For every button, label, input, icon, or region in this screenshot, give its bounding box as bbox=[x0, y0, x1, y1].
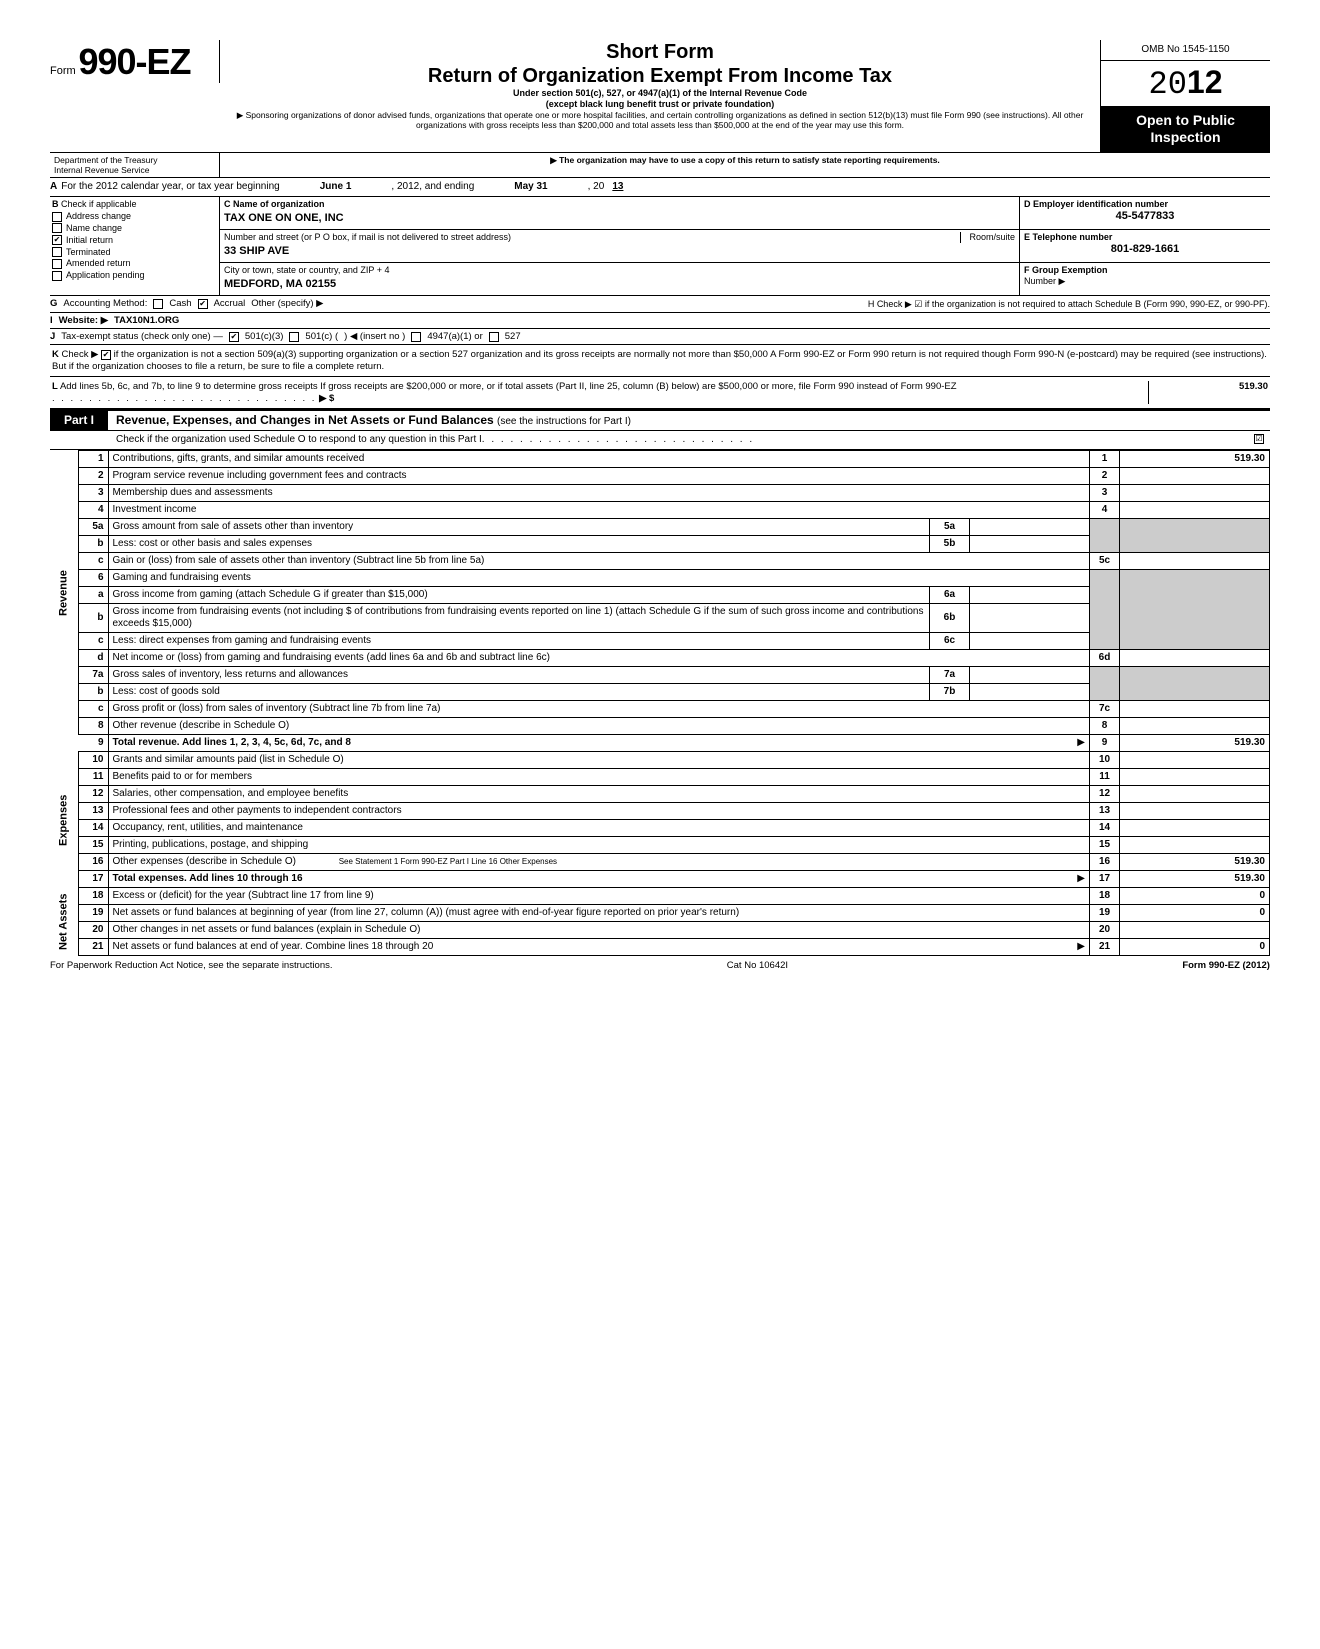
line-16-amt: 519.30 bbox=[1120, 854, 1270, 871]
chk-amended[interactable]: Amended return bbox=[52, 258, 217, 269]
line-1-amt: 519.30 bbox=[1120, 451, 1270, 468]
year-end-yy: 13 bbox=[612, 181, 623, 193]
line-9-total-revenue: 519.30 bbox=[1120, 735, 1270, 752]
chk-terminated[interactable]: Terminated bbox=[52, 247, 217, 258]
website: TAX10N1.ORG bbox=[114, 315, 179, 326]
group-exemption-cell: F Group Exemption Number ▶ bbox=[1020, 263, 1270, 295]
state-reporting-note: ▶ The organization may have to use a cop… bbox=[220, 153, 1270, 177]
phone: 801-829-1661 bbox=[1024, 243, 1266, 256]
form-id-box: Form 990-EZ bbox=[50, 40, 220, 83]
gross-receipts-amount: 519.30 bbox=[1148, 381, 1268, 404]
chk-501c3[interactable]: ✔ bbox=[229, 332, 239, 342]
row-j-tax-exempt: J Tax-exempt status (check only one) — ✔… bbox=[50, 329, 1270, 345]
ein-cell: D Employer identification number 45-5477… bbox=[1020, 197, 1270, 229]
sponsor-text: ▶ Sponsoring organizations of donor advi… bbox=[236, 110, 1084, 130]
row-l-gross-receipts: L Add lines 5b, 6c, and 7b, to line 9 to… bbox=[50, 377, 1270, 409]
dept-treasury: Department of the Treasury Internal Reve… bbox=[50, 153, 220, 177]
subtitle-2: (except black lung benefit trust or priv… bbox=[236, 99, 1084, 110]
chk-address-change[interactable]: Address change bbox=[52, 211, 217, 222]
main-title: Return of Organization Exempt From Incom… bbox=[236, 64, 1084, 88]
street: 33 SHIP AVE bbox=[224, 243, 1015, 260]
chk-app-pending[interactable]: Application pending bbox=[52, 270, 217, 281]
row-k: K Check ▶ ✔ if the organization is not a… bbox=[50, 345, 1270, 377]
line-17-total-expenses: 519.30 bbox=[1120, 871, 1270, 888]
city-cell: City or town, state or country, and ZIP … bbox=[220, 263, 1020, 295]
row-g-accounting: G Accounting Method: Cash ✔Accrual Other… bbox=[50, 296, 1270, 312]
part-1-tag: Part I bbox=[50, 411, 108, 430]
year-end-month: May 31 bbox=[514, 181, 547, 193]
chk-527[interactable] bbox=[489, 332, 499, 342]
line-21-amt: 0 bbox=[1120, 939, 1270, 956]
side-label-revenue: Revenue bbox=[50, 451, 78, 735]
form-header: Form 990-EZ Short Form Return of Organiz… bbox=[50, 40, 1270, 152]
short-form-title: Short Form bbox=[236, 40, 1084, 64]
line-18-amt: 0 bbox=[1120, 888, 1270, 905]
line-19-amt: 0 bbox=[1120, 905, 1270, 922]
city: MEDFORD, MA 02155 bbox=[224, 276, 1015, 293]
tax-year: 2012 bbox=[1101, 61, 1270, 106]
dept-row: Department of the Treasury Internal Reve… bbox=[50, 152, 1270, 178]
side-label-netassets: Net Assets bbox=[50, 888, 78, 956]
right-header-box: OMB No 1545-1150 2012 Open to Public Ins… bbox=[1100, 40, 1270, 152]
part-1-title: Revenue, Expenses, and Changes in Net As… bbox=[108, 411, 1270, 430]
part-1-checkline: Check if the organization used Schedule … bbox=[50, 431, 1270, 450]
chk-501c[interactable] bbox=[289, 332, 299, 342]
subtitle-1: Under section 501(c), 527, or 4947(a)(1)… bbox=[236, 88, 1084, 99]
footer-cat-no: Cat No 10642I bbox=[727, 960, 788, 971]
chk-accrual[interactable]: ✔ bbox=[198, 299, 208, 309]
open-to-public: Open to Public Inspection bbox=[1101, 106, 1270, 152]
row-i-website: I Website: ▶ TAX10N1.ORG bbox=[50, 313, 1270, 329]
omb-number: OMB No 1545-1150 bbox=[1101, 40, 1270, 61]
chk-k[interactable]: ✔ bbox=[101, 350, 111, 360]
col-b-checkboxes: B Check if applicable Address change Nam… bbox=[50, 197, 220, 295]
org-name: TAX ONE ON ONE, INC bbox=[224, 210, 1015, 227]
h-schedule-b: H Check ▶ ☑ if the organization is not r… bbox=[868, 299, 1270, 310]
form-label: Form bbox=[50, 65, 76, 77]
col-cde: C Name of organization TAX ONE ON ONE, I… bbox=[220, 197, 1270, 295]
org-name-cell: C Name of organization TAX ONE ON ONE, I… bbox=[220, 197, 1020, 229]
chk-cash[interactable] bbox=[153, 299, 163, 309]
footer-left: For Paperwork Reduction Act Notice, see … bbox=[50, 960, 333, 971]
row-a-tax-year: A For the 2012 calendar year, or tax yea… bbox=[50, 178, 1270, 197]
phone-cell: E Telephone number 801-829-1661 bbox=[1020, 230, 1270, 262]
part-1-header: Part I Revenue, Expenses, and Changes in… bbox=[50, 409, 1270, 431]
chk-initial-return[interactable]: ✔Initial return bbox=[52, 235, 217, 246]
year-begin: June 1 bbox=[320, 181, 352, 193]
part-1-table: Revenue 1 Contributions, gifts, grants, … bbox=[50, 450, 1270, 956]
footer-form-ref: Form 990-EZ (2012) bbox=[1182, 960, 1270, 971]
street-cell: Number and street (or P O box, if mail i… bbox=[220, 230, 1020, 262]
section-bcdef: B Check if applicable Address change Nam… bbox=[50, 197, 1270, 296]
chk-4947[interactable] bbox=[411, 332, 421, 342]
side-label-expenses: Expenses bbox=[50, 752, 78, 888]
form-number: 990-EZ bbox=[78, 41, 190, 82]
title-box: Short Form Return of Organization Exempt… bbox=[226, 40, 1094, 130]
ein: 45-5477833 bbox=[1024, 210, 1266, 223]
chk-schedule-o[interactable]: ☑ bbox=[1254, 434, 1264, 444]
chk-name-change[interactable]: Name change bbox=[52, 223, 217, 234]
page-footer: For Paperwork Reduction Act Notice, see … bbox=[50, 956, 1270, 971]
